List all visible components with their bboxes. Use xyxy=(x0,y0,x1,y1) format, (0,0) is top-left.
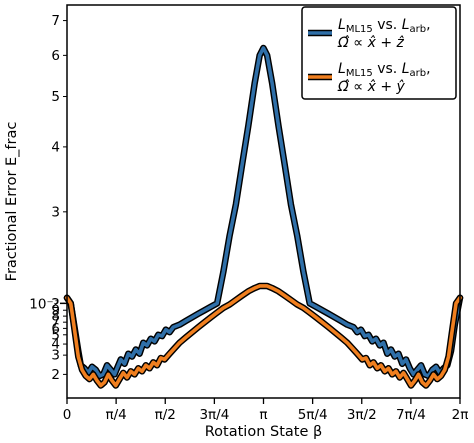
y-tick-label: 4 xyxy=(51,139,60,155)
series-line-1 xyxy=(65,46,462,378)
y-tick-label: 8 xyxy=(51,309,60,325)
x-tick-label: 2π xyxy=(452,407,469,423)
series-layer xyxy=(63,44,464,389)
x-tick-label: 0 xyxy=(63,407,72,423)
y-tick-label: 6 xyxy=(51,48,60,64)
x-tick-label: 3π/2 xyxy=(347,407,377,423)
legend-label-line1: LML15 vs. Larb, xyxy=(338,17,431,35)
y-tick-label: 5 xyxy=(51,89,60,105)
legend-label-line2: Ω̂ ∝ x̂ + ẑ xyxy=(337,35,405,51)
y-tick-label: 9 xyxy=(51,303,60,319)
x-tick-label: π/2 xyxy=(155,407,176,423)
legend-label-line1: LML15 vs. Larb, xyxy=(338,61,431,79)
y-tick-label: 4 xyxy=(51,337,60,353)
x-axis: 0 π/4 π/2 3π/4 π 5π/4 3π/2 7π/4 2π xyxy=(63,398,469,423)
y-tick-label: 2 xyxy=(51,367,60,383)
y-tick-label: 3 xyxy=(51,348,60,364)
x-tick-label: 5π/4 xyxy=(298,407,328,423)
y-axis-label: Fractional Error E_frac xyxy=(4,122,20,282)
legend-label-line2: Ω̂ ∝ x̂ + ŷ xyxy=(337,79,406,95)
series-line-2 xyxy=(65,284,462,388)
y-tick-label: 7 xyxy=(51,315,60,331)
legend-box xyxy=(301,6,457,100)
y-tick-label: 5 xyxy=(51,327,60,343)
x-tick-label: 3π/4 xyxy=(199,407,229,423)
x-tick-label: 7π/4 xyxy=(396,407,426,423)
y-tick-label: 3 xyxy=(51,204,60,220)
y-tick-label: 6 xyxy=(51,321,60,337)
x-tick-label: π/4 xyxy=(105,407,126,423)
x-tick-label: π xyxy=(259,407,267,423)
x-axis-label: Rotation State β xyxy=(205,424,323,440)
y-tick-label: 7 xyxy=(51,13,60,29)
y-major-tick-label: 10⁻³ xyxy=(29,296,59,312)
y-tick-label: 2 xyxy=(51,296,60,312)
